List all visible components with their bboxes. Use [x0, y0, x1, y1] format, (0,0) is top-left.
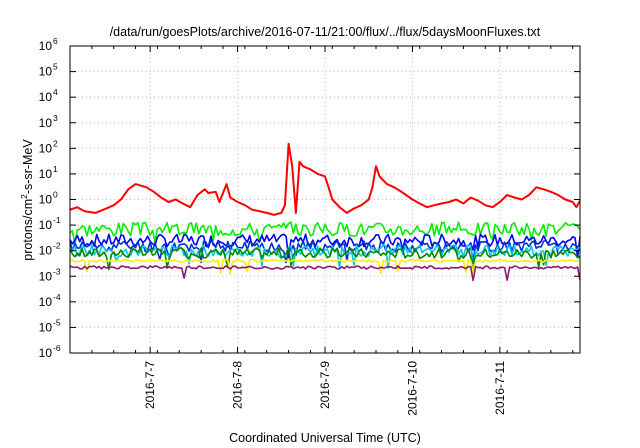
y-tick-label: 10	[39, 39, 53, 53]
x-tick-label: 2016-7-7	[143, 361, 157, 409]
y-tick-exponent: 1	[53, 164, 58, 174]
series-line	[69, 221, 581, 245]
y-tick-base: 10	[39, 218, 53, 232]
y-tick-base: 10	[39, 90, 53, 104]
y-tick-base: 10	[39, 346, 53, 360]
series-line	[69, 244, 581, 269]
y-tick-label: 10	[39, 167, 53, 181]
series-line	[69, 247, 581, 271]
series-line	[69, 258, 581, 275]
chart-title: /data/run/goesPlots/archive/2016-07-11/2…	[110, 25, 541, 39]
series-line	[69, 142, 581, 216]
y-tick-base: 10	[39, 39, 53, 53]
y-tick-exponent: -6	[53, 343, 61, 353]
x-axis: 2016-7-7 2016-7-8 2016-7-9 2016-7-10 2016-7-…	[69, 46, 574, 416]
series-line	[69, 265, 581, 282]
y-tick-exponent: 4	[53, 87, 58, 97]
y-tick-exponent: 2	[53, 138, 58, 148]
y-tick-exponent: -2	[53, 241, 61, 251]
y-tick-exponent: 6	[53, 36, 58, 46]
y-tick-exponent: -5	[53, 317, 61, 327]
y-tick-base: 10	[39, 244, 53, 258]
y-tick-exponent: 3	[53, 113, 58, 123]
x-tick-label: 2016-7-9	[318, 361, 332, 409]
x-tick-label: 2016-7-10	[405, 361, 419, 416]
y-tick-label: 10	[39, 218, 53, 232]
y-tick-label: 10	[39, 346, 53, 360]
y-tick-label: 10	[39, 295, 53, 309]
y-tick-base: 10	[39, 167, 53, 181]
y-tick-label: 10	[39, 90, 53, 104]
y-axis: 10 -610 -510 -410 -310 -210 -110 010 110 210 310 41…	[39, 36, 580, 360]
y-axis-label-sup: 2	[19, 194, 29, 199]
y-tick-base: 10	[39, 65, 53, 79]
y-tick-exponent: -4	[53, 292, 61, 302]
y-tick-label: 10	[39, 320, 53, 334]
x-tick-label: 2016-7-11	[493, 361, 507, 415]
y-axis-label-suffix: -s-sr-MeV	[21, 139, 35, 195]
y-tick-label: 10	[39, 193, 53, 207]
y-tick-label: 10	[39, 244, 53, 258]
series-layer	[69, 142, 581, 282]
series-line	[69, 239, 581, 264]
y-tick-exponent: -1	[53, 215, 61, 225]
y-axis-label: protons/cm2-s-sr-MeV	[19, 139, 35, 261]
x-axis-label: Coordinated Universal Time (UTC)	[229, 431, 421, 445]
y-tick-label: 10	[39, 65, 53, 79]
y-tick-base: 10	[39, 116, 53, 130]
y-tick-label: 10	[39, 269, 53, 283]
y-axis-label-prefix: protons/cm	[21, 199, 35, 261]
y-tick-exponent: 5	[53, 62, 58, 72]
y-tick-label: 10	[39, 116, 53, 130]
y-tick-base: 10	[39, 141, 53, 155]
y-tick-base: 10	[39, 320, 53, 334]
y-tick-exponent: -3	[53, 266, 61, 276]
y-tick-base: 10	[39, 295, 53, 309]
y-tick-base: 10	[39, 193, 53, 207]
x-tick-label: 2016-7-8	[231, 361, 245, 409]
y-tick-label: 10	[39, 141, 53, 155]
y-tick-base: 10	[39, 269, 53, 283]
y-tick-exponent: 0	[53, 190, 58, 200]
